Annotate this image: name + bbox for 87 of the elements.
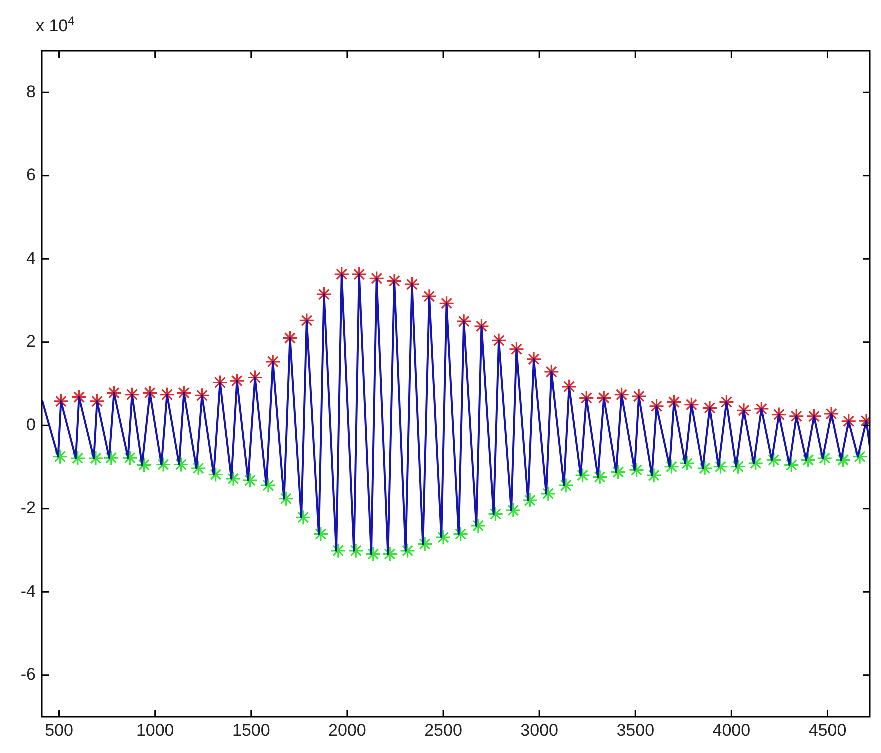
point	[784, 457, 800, 473]
point	[436, 530, 452, 546]
point	[369, 270, 385, 286]
y-tick-label: -6	[20, 665, 36, 684]
x-tick-label: 2000	[328, 720, 366, 740]
point	[474, 318, 490, 334]
point	[664, 459, 680, 475]
point	[104, 450, 120, 466]
point	[176, 385, 192, 401]
point	[835, 452, 852, 468]
x-tick-label: 1500	[232, 720, 270, 740]
point	[712, 459, 729, 475]
point	[229, 373, 245, 389]
point	[771, 407, 787, 423]
point	[817, 450, 833, 466]
point	[628, 462, 645, 478]
point	[316, 286, 332, 302]
text: x 10$^{4}$	[36, 14, 75, 37]
point	[194, 388, 210, 404]
point	[366, 546, 382, 562]
point	[736, 402, 752, 418]
point	[382, 546, 398, 562]
point	[646, 468, 662, 484]
point	[800, 452, 816, 468]
point	[417, 536, 433, 552]
point	[730, 459, 746, 475]
point	[226, 471, 242, 487]
point	[296, 510, 312, 526]
point	[488, 506, 504, 522]
point	[506, 502, 522, 518]
x-tick-label: 4000	[712, 720, 751, 740]
point	[52, 449, 68, 465]
y-tick-label: 6	[26, 166, 36, 185]
x-tick-label: 2500	[424, 720, 462, 740]
y-tick-label: 8	[26, 82, 36, 102]
point	[173, 456, 190, 473]
point	[278, 491, 294, 507]
point	[122, 450, 138, 466]
x-tick-label: 3500	[616, 720, 655, 740]
point	[330, 543, 346, 559]
y-tick-label: 2	[26, 332, 36, 352]
point	[852, 449, 868, 465]
y-tick-label: -2	[20, 498, 36, 518]
point	[70, 450, 86, 466]
point	[596, 390, 612, 406]
point	[88, 450, 104, 466]
x-tick-label: 1000	[136, 720, 174, 740]
point	[313, 526, 329, 542]
point	[348, 543, 364, 559]
point	[754, 401, 770, 417]
y-tick-label: -4	[20, 582, 36, 601]
point	[558, 478, 574, 494]
point	[522, 492, 538, 508]
point	[208, 466, 224, 483]
point	[422, 288, 438, 304]
point	[386, 273, 402, 289]
point	[680, 456, 696, 472]
point	[106, 385, 122, 401]
point	[260, 478, 276, 494]
point	[470, 518, 486, 534]
point	[841, 414, 857, 430]
point	[766, 452, 782, 468]
point	[540, 486, 556, 502]
point	[242, 472, 258, 488]
point	[142, 385, 158, 401]
point	[574, 468, 591, 484]
point	[702, 400, 718, 416]
point	[697, 460, 713, 476]
point	[400, 543, 416, 559]
x-tick-label: 4500	[808, 720, 847, 740]
x-tick-label: 3000	[520, 720, 558, 740]
point	[806, 408, 822, 424]
y-tick-label: 4	[26, 248, 36, 268]
point	[190, 460, 206, 476]
point	[610, 464, 626, 480]
x-tick-label: 500	[45, 720, 74, 740]
point	[156, 456, 172, 473]
point	[592, 469, 608, 486]
point	[788, 408, 804, 424]
y-tick-label: 0	[26, 415, 36, 434]
point	[748, 456, 764, 472]
point	[453, 526, 469, 542]
point	[136, 457, 152, 473]
point	[456, 314, 472, 330]
point	[438, 296, 455, 312]
point	[824, 406, 840, 422]
point	[578, 390, 594, 406]
